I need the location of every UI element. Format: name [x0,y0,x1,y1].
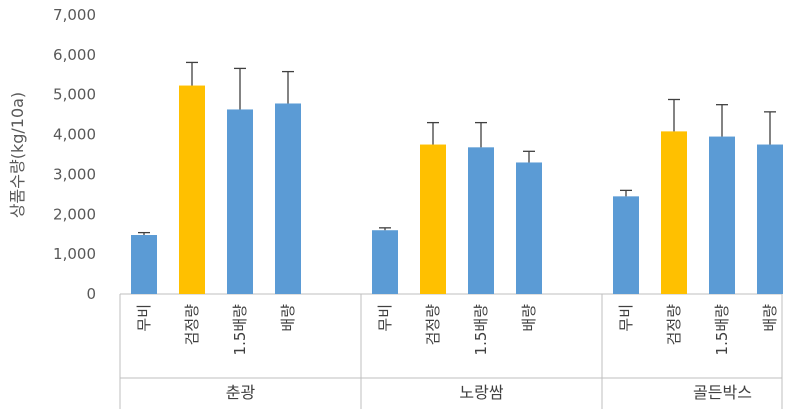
error-bar [234,67,246,110]
bar [179,85,205,294]
bar [516,162,542,294]
error-bar [764,111,776,145]
group-labels: 춘광 노랑쌈 골든박스 [226,383,752,402]
y-tick-label: 2,000 [53,205,96,223]
y-tick-label: 4,000 [53,126,96,144]
bars [131,85,783,295]
y-tick-label: 6,000 [53,46,96,64]
error-bar [186,61,198,86]
group-label: 노랑쌈 [459,383,503,402]
y-axis-ticks: 0 1,000 2,000 3,000 4,000 5,000 6,000 7,000 [53,6,96,303]
error-bar [427,121,439,145]
bar [275,103,301,295]
bar [372,230,398,294]
error-bar [475,121,487,148]
bar [227,109,253,294]
bar [709,136,735,294]
y-axis-title: 상품수량(kg/10a) [8,92,27,218]
bar [613,196,639,294]
category-label: 1.5배량 [713,304,731,356]
error-bar [523,150,535,163]
category-label: 1.5배량 [231,304,249,356]
group-label: 춘광 [226,383,256,402]
error-bar [379,227,391,231]
bar [131,235,157,294]
error-bar [282,70,294,104]
category-label: 배량 [761,304,779,332]
category-label: 무비 [617,304,635,332]
category-label: 검정량 [183,304,201,346]
y-tick-label: 0 [86,285,96,303]
error-bar [668,98,680,132]
bar [468,147,494,294]
y-tick-label: 7,000 [53,6,96,24]
category-label: 검정량 [665,304,683,346]
bar [420,144,446,294]
category-label: 배량 [520,304,538,332]
category-label: 무비 [376,304,394,332]
error-bar [716,104,728,137]
y-tick-label: 3,000 [53,165,96,183]
error-bar [620,189,632,197]
error-bars [138,61,776,236]
bar [757,144,783,294]
error-bar [138,231,150,236]
y-tick-label: 1,000 [53,245,96,263]
y-tick-label: 5,000 [53,86,96,104]
bar [661,131,687,294]
category-labels: 무비 검정량 1.5배량 배량 무비 검정량 1.5배량 배량 무비 검정량 1.5배량 배량 [135,304,779,356]
category-label: 무비 [135,304,153,332]
category-label: 배량 [279,304,297,332]
category-label: 검정량 [424,304,442,346]
group-label: 골든박스 [693,383,752,402]
category-label: 1.5배량 [472,304,490,356]
